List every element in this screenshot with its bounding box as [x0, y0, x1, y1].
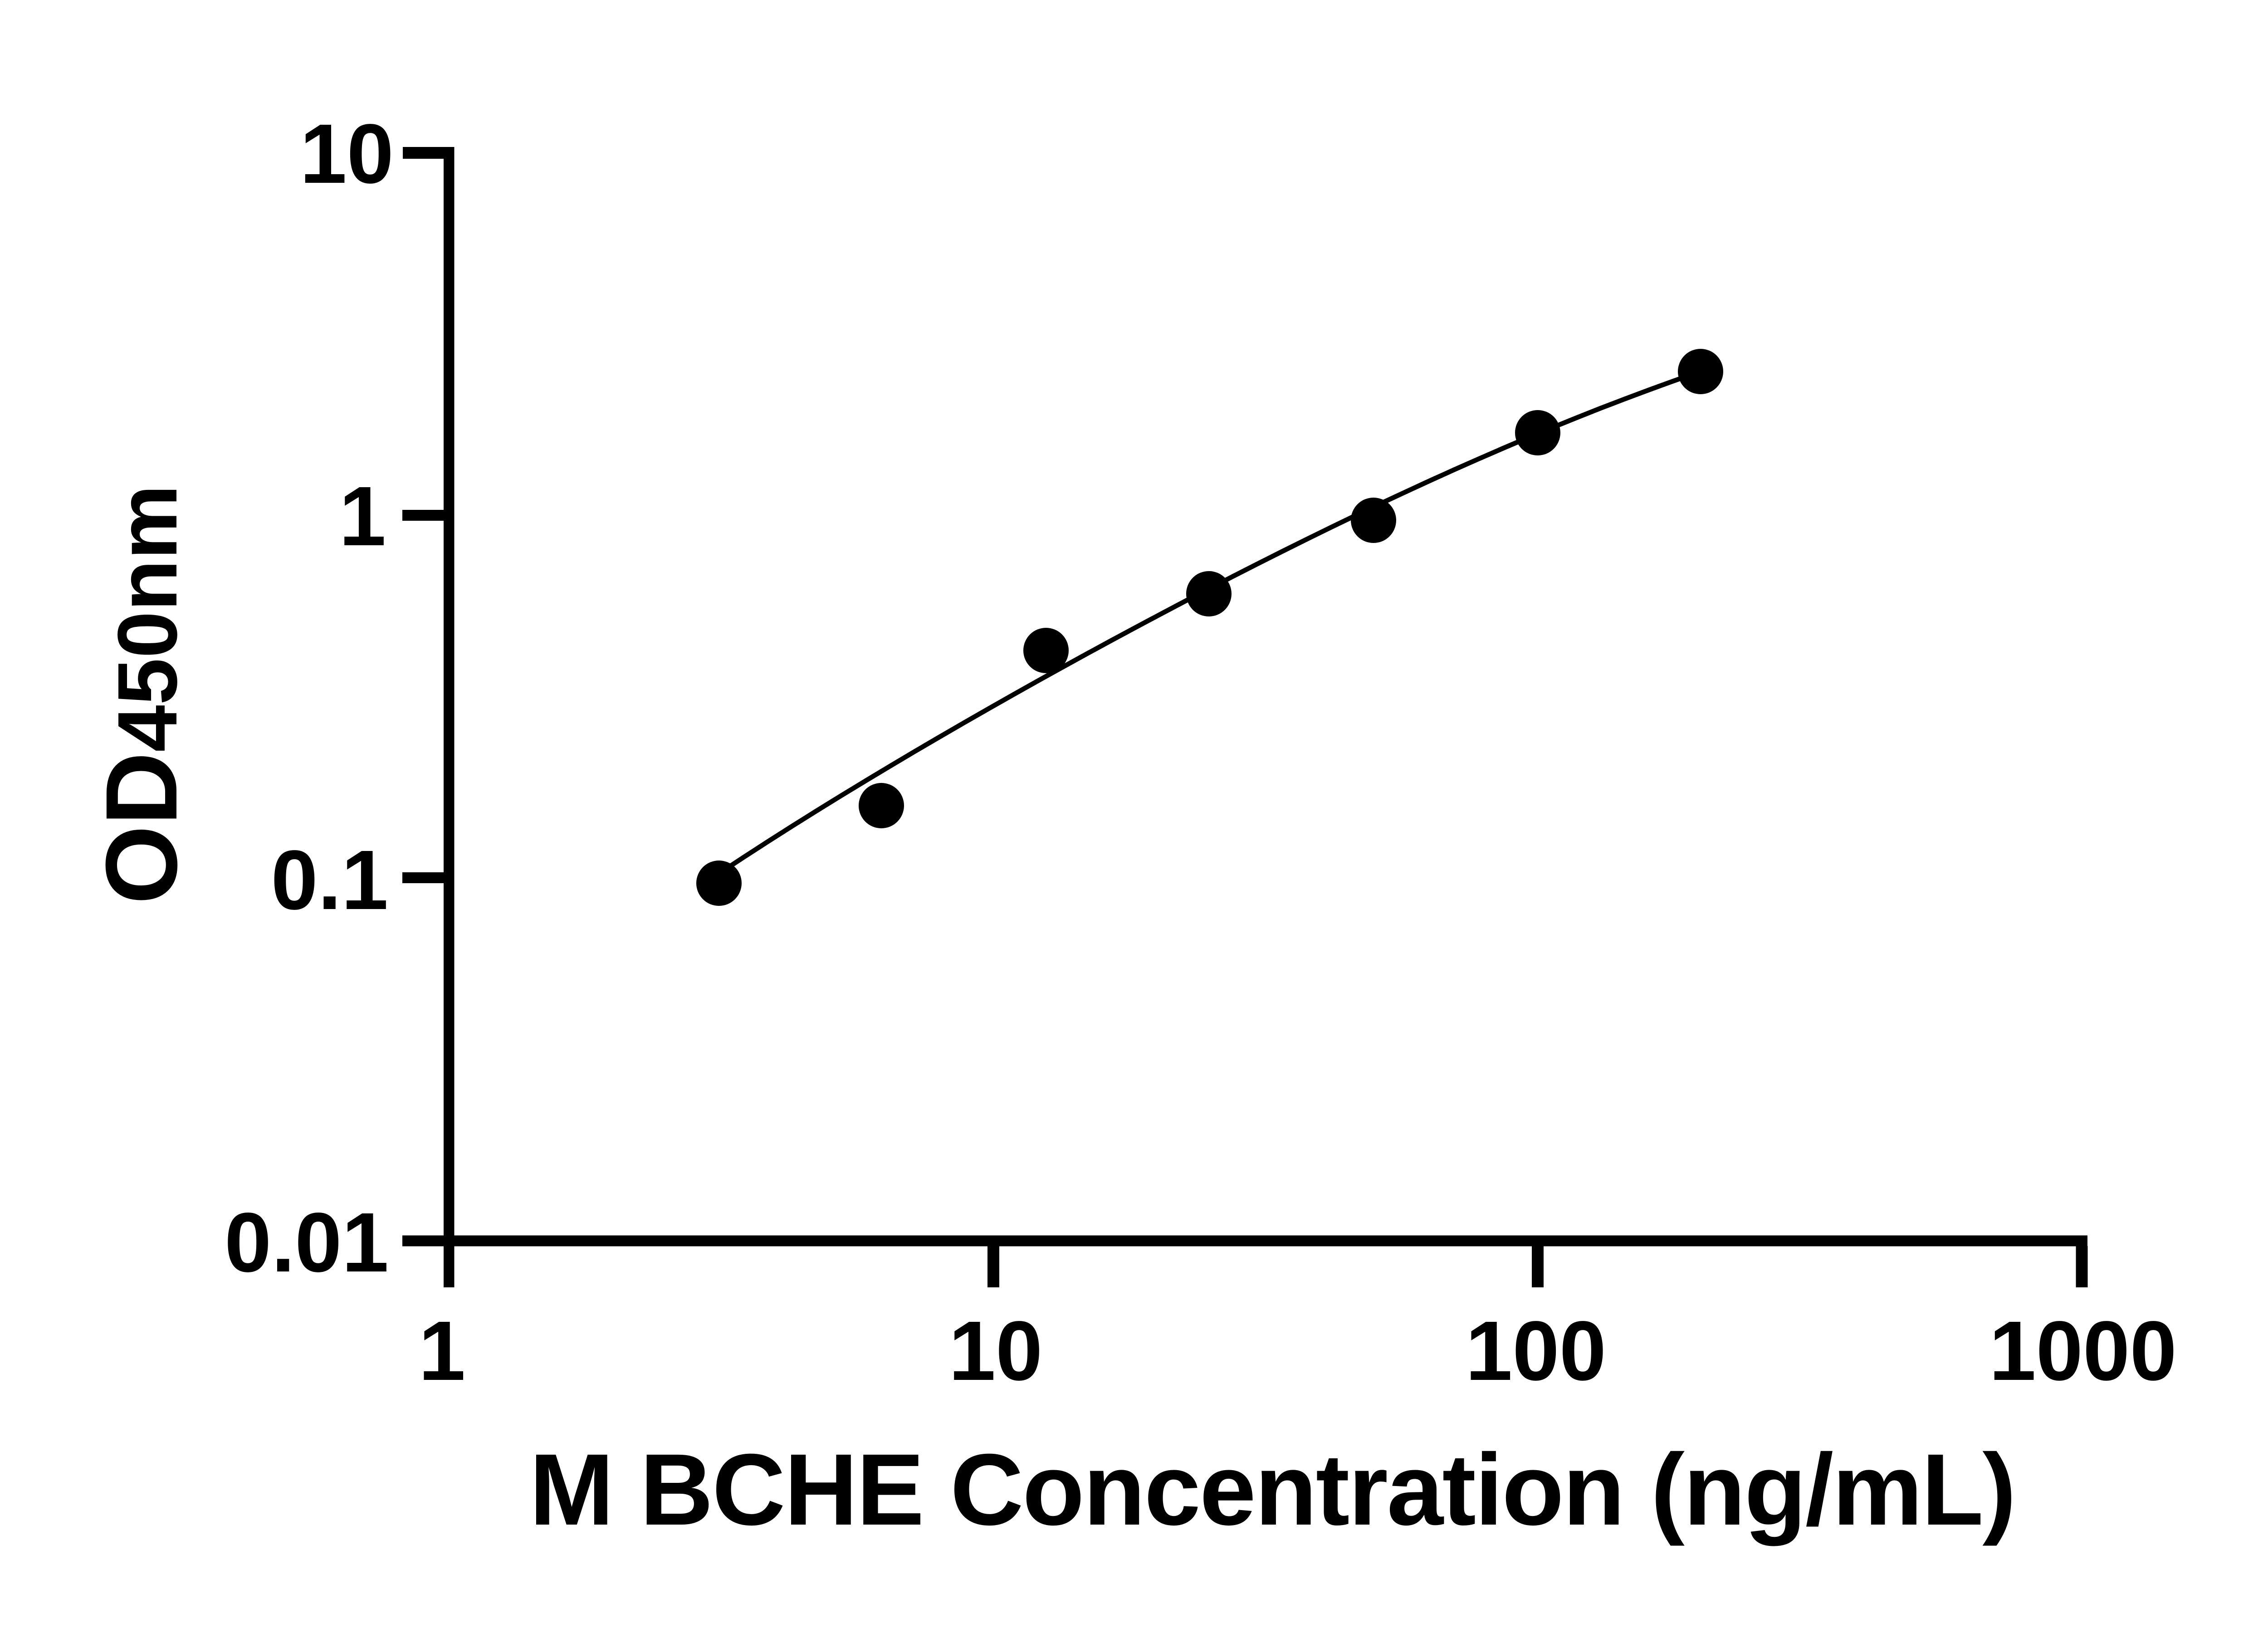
svg-text:OD450nm: OD450nm — [85, 484, 198, 904]
svg-text:1: 1 — [339, 469, 386, 563]
svg-text:1: 1 — [419, 1304, 465, 1398]
svg-text:100: 100 — [1466, 1304, 1606, 1398]
svg-text:10: 10 — [300, 107, 394, 201]
svg-text:M BCHE Concentration (ng/mL): M BCHE Concentration (ng/mL) — [529, 1433, 2016, 1546]
svg-text:10: 10 — [949, 1304, 1043, 1398]
svg-text:0.1: 0.1 — [271, 833, 388, 927]
svg-text:1000: 1000 — [1989, 1304, 2177, 1398]
svg-text:0.01: 0.01 — [225, 1196, 389, 1290]
